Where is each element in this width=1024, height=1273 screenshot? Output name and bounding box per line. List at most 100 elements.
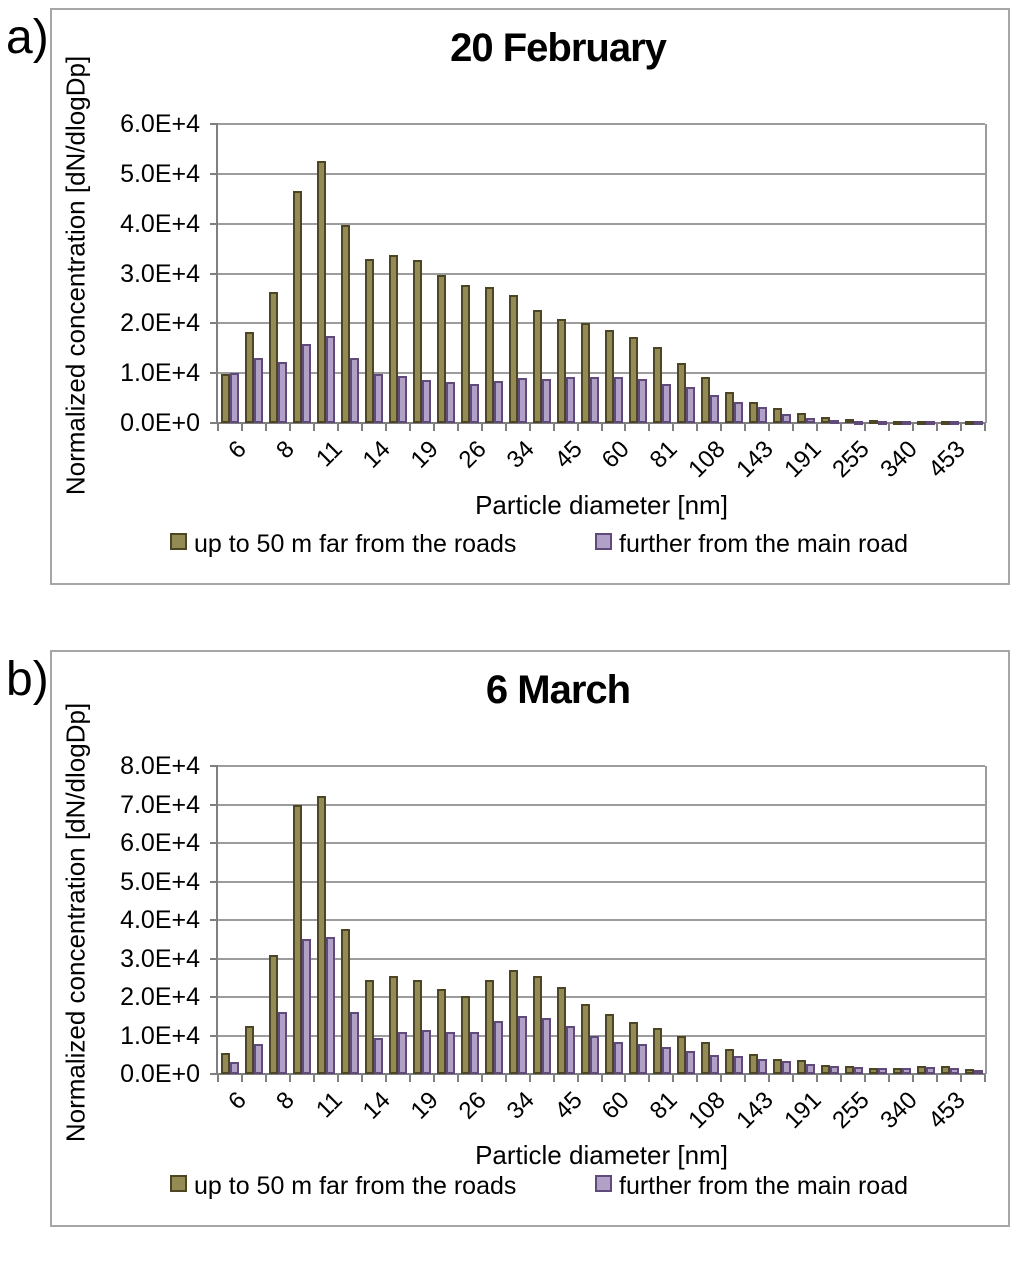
x-axis-tick: [624, 1074, 627, 1082]
bar-far-road: [470, 384, 480, 423]
bar-far-road: [805, 417, 815, 423]
x-axis-tick: [384, 1074, 387, 1082]
bar-far-road: [805, 1063, 815, 1074]
x-axis-tick: [888, 423, 891, 431]
bar-far-road: [949, 421, 959, 425]
bar-near-road: [341, 225, 351, 423]
x-axis-tick: [217, 1074, 219, 1082]
bar-near-road: [317, 796, 327, 1074]
x-axis-tick: [600, 1074, 603, 1082]
bar-near-road: [628, 1022, 638, 1074]
bar-near-road: [389, 975, 399, 1074]
panel-a: 20 February Normalized concentration [dN…: [50, 8, 1010, 585]
x-axis-tick: [408, 423, 411, 431]
bar-near-road: [533, 309, 543, 423]
bar-far-road: [637, 1044, 647, 1074]
bar-near-road: [916, 1065, 926, 1074]
bar-near-road: [461, 995, 471, 1074]
y-axis-tick-label: 3.0E+4: [120, 259, 200, 288]
bar-near-road: [748, 401, 758, 423]
bar-far-road: [829, 419, 839, 424]
y-axis-tick: [210, 803, 218, 806]
bar-far-road: [901, 421, 911, 425]
bar-near-road: [557, 318, 567, 423]
y-axis-tick: [210, 172, 218, 175]
bar-near-road: [724, 392, 734, 423]
x-axis-tick: [384, 423, 387, 431]
y-axis-tick-label: 6.0E+4: [120, 829, 200, 857]
panel-a-plot-area: 0.0E+0 1.0E+4 2.0E+4 3.0E+4 4.0E+4 5.0E+4 6.0E…: [120, 112, 987, 483]
bar-far-road: [757, 407, 767, 423]
bar-near-road: [604, 329, 614, 423]
bar-far-road: [374, 374, 384, 423]
panel-b-plot-area: 0.0E+0 1.0E+4 2.0E+4 3.0E+4 4.0E+4 5.0E+4 6.0E…: [120, 754, 987, 1134]
y-axis-tick-label: 6.0E+4: [120, 110, 200, 138]
bar-near-road: [820, 416, 830, 423]
x-axis-tick: [984, 423, 986, 431]
y-axis-tick: [210, 1034, 218, 1037]
bar-far-road: [566, 1026, 576, 1074]
bar-near-road: [700, 1041, 710, 1074]
x-axis-tick: [672, 423, 675, 431]
bar-far-road: [661, 383, 671, 423]
bar-far-road: [973, 1069, 983, 1074]
bar-far-road: [518, 1016, 528, 1074]
bar-far-road: [925, 1067, 935, 1074]
bar-far-road: [709, 1055, 719, 1074]
x-axis-tick: [408, 1074, 411, 1082]
bar-far-road: [446, 1031, 456, 1074]
x-axis-tick: [336, 423, 339, 431]
bar-far-road: [422, 379, 432, 423]
bar-far-road: [877, 421, 887, 425]
y-gridline: [218, 957, 985, 960]
y-axis-tick-label: 4.0E+4: [120, 209, 200, 238]
panel-b-label: b): [6, 653, 49, 706]
y-axis-tick-label: 5.0E+4: [120, 867, 200, 896]
bar-near-road: [293, 191, 303, 423]
bar-far-road: [685, 1050, 695, 1074]
x-axis-tick: [912, 423, 915, 431]
legend-swatch: [170, 533, 187, 550]
y-axis-tick: [210, 222, 218, 225]
x-axis-tick: [264, 1074, 267, 1082]
bar-far-road: [278, 1011, 288, 1074]
bar-far-road: [877, 1067, 887, 1074]
bar-near-road: [796, 1060, 806, 1074]
y-gridline: [218, 222, 985, 225]
y-axis-tick: [210, 1073, 218, 1075]
bar-far-road: [542, 379, 552, 423]
bar-near-road: [628, 337, 638, 423]
y-axis-tick: [210, 272, 218, 275]
legend-swatch: [595, 1175, 612, 1192]
bar-far-road: [326, 937, 336, 1074]
x-axis-tick: [552, 423, 555, 431]
panel-a-chart-title: 20 February: [450, 26, 667, 70]
x-axis-tick: [792, 1074, 795, 1082]
x-axis-tick: [240, 1074, 243, 1082]
bar-far-road: [494, 1021, 504, 1074]
bar-near-road: [341, 928, 351, 1074]
x-axis-tick: [360, 423, 363, 431]
bar-near-road: [748, 1053, 758, 1074]
x-axis-tick: [840, 423, 843, 431]
x-axis-tick: [480, 423, 483, 431]
bar-near-road: [820, 1065, 830, 1074]
bar-near-road: [437, 274, 447, 423]
x-axis-tick: [456, 1074, 459, 1082]
bar-far-road: [518, 378, 528, 423]
y-axis-tick: [210, 123, 218, 125]
bar-far-road: [949, 1067, 959, 1074]
y-axis-tick: [210, 919, 218, 921]
y-axis-tick: [210, 996, 218, 998]
bar-far-road: [757, 1058, 767, 1074]
x-axis-tick: [336, 1074, 339, 1082]
bar-near-road: [509, 970, 519, 1074]
bar-far-road: [901, 1068, 911, 1074]
bar-far-road: [302, 939, 312, 1074]
bar-near-road: [317, 161, 327, 423]
x-axis-tick: [816, 423, 819, 431]
x-axis-tick: [552, 1074, 555, 1082]
x-axis-tick: [217, 423, 219, 431]
y-axis-line: [216, 124, 218, 423]
y-gridline: [218, 123, 985, 125]
